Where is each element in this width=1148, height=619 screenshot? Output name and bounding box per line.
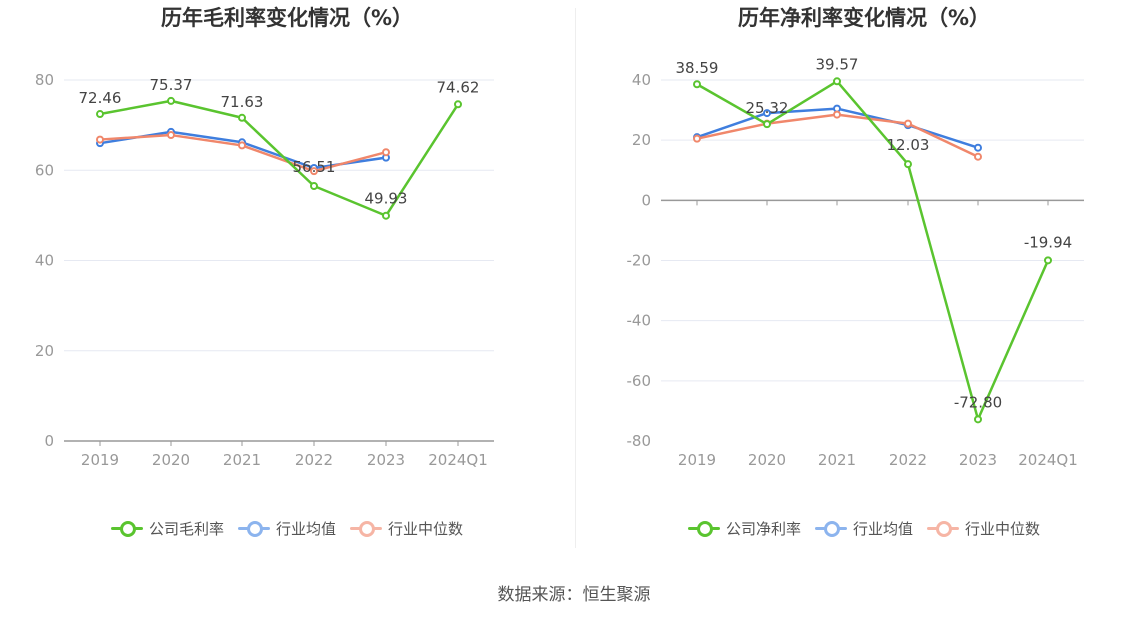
y-tick-label: 0 <box>641 191 651 209</box>
data-point <box>1044 256 1052 265</box>
legend-marker-company <box>110 516 143 540</box>
x-tick-label: 2021 <box>818 451 856 469</box>
legend-label-industry-avg: 行业均值 <box>852 519 913 538</box>
data-point <box>693 80 701 89</box>
legend-marker-industry-avg <box>237 516 270 540</box>
data-label: 75.37 <box>150 76 193 94</box>
x-tick-label: 2019 <box>81 451 119 469</box>
x-tick-label: 2024Q1 <box>428 451 488 469</box>
net-margin-panel: 历年净利率变化情况（%） -80 -60 -40 -20 0 20 40 2019 2020 20… <box>577 0 1148 560</box>
data-label: 71.63 <box>221 93 264 111</box>
data-point <box>238 113 246 122</box>
x-tick-label: 2021 <box>223 451 261 469</box>
data-point <box>974 143 982 152</box>
legend-label-company: 公司毛利率 <box>148 519 224 538</box>
y-tick-label: 0 <box>44 432 54 450</box>
data-label: 12.03 <box>887 136 930 154</box>
legend-label-industry-median: 行业中位数 <box>965 519 1041 538</box>
data-point <box>904 160 912 169</box>
data-point <box>167 96 175 105</box>
legend-marker-company <box>687 516 720 540</box>
net-margin-legend: 公司净利率 行业均值 行业中位数 <box>577 516 1148 540</box>
y-tick-label: 20 <box>632 131 651 149</box>
legend-item-industry-avg[interactable]: 行业均值 <box>814 516 913 540</box>
legend-marker-industry-median <box>350 516 382 540</box>
x-tick-label: 2022 <box>295 451 333 469</box>
data-point <box>382 211 390 220</box>
data-point <box>454 100 462 109</box>
gross-margin-title: 历年毛利率变化情况（%） <box>160 6 414 30</box>
legend-marker-industry-median <box>927 516 959 540</box>
series-line-industry-median <box>696 113 979 158</box>
x-tick-label: 2022 <box>889 451 927 469</box>
y-tick-label: 60 <box>35 161 54 179</box>
data-label: 49.93 <box>365 190 408 208</box>
x-tick-label: 2020 <box>152 451 190 469</box>
data-point <box>96 135 104 144</box>
y-tick-label: -40 <box>627 312 652 330</box>
data-point <box>974 415 982 424</box>
y-tick-label: 40 <box>632 71 651 89</box>
y-tick-label: 80 <box>35 71 54 89</box>
data-point <box>96 110 104 119</box>
x-tick-label: 2023 <box>367 451 405 469</box>
data-label: -72.80 <box>954 393 1002 411</box>
series-line-company <box>99 99 460 217</box>
y-tick-label: -80 <box>627 432 652 450</box>
net-margin-title: 历年净利率变化情况（%） <box>737 6 991 30</box>
data-label: 39.57 <box>816 55 859 73</box>
x-tick-label: 2019 <box>678 451 716 469</box>
y-tick-label: 20 <box>35 342 54 360</box>
data-label: 72.46 <box>79 89 122 107</box>
data-point <box>238 141 246 150</box>
legend-item-industry-avg[interactable]: 行业均值 <box>237 516 336 540</box>
data-point <box>310 167 318 176</box>
data-point <box>310 181 318 190</box>
y-tick-label: -60 <box>627 372 652 390</box>
legend-item-company[interactable]: 公司毛利率 <box>110 516 224 540</box>
legend-label-industry-median: 行业中位数 <box>388 519 464 538</box>
data-label: 38.59 <box>676 59 719 77</box>
data-point <box>904 119 912 128</box>
series-line-company <box>696 80 1050 421</box>
legend-marker-industry-avg <box>814 516 847 540</box>
gross-margin-chart: 0 20 40 60 80 2019 2020 2021 2022 2023 2024Q1 72.46… <box>35 71 494 469</box>
net-margin-chart: -80 -60 -40 -20 0 20 40 2019 2020 2021 2022 2023 202… <box>627 55 1084 469</box>
data-point <box>167 131 175 140</box>
gross-margin-panel: 历年毛利率变化情况（%） 0 20 40 60 80 2019 2020 2021 2022 20… <box>0 0 574 560</box>
panel-divider <box>575 8 576 548</box>
gross-margin-legend: 公司毛利率 行业均值 行业中位数 <box>0 516 574 540</box>
data-label: 56.51 <box>293 158 336 176</box>
x-tick-label: 2023 <box>959 451 997 469</box>
legend-label-company: 公司净利率 <box>725 519 801 538</box>
data-point <box>833 110 841 119</box>
legend-item-industry-median[interactable]: 行业中位数 <box>927 516 1040 540</box>
data-point <box>763 120 771 129</box>
data-label: 74.62 <box>437 78 480 96</box>
data-point <box>693 134 701 143</box>
y-tick-label: -20 <box>627 252 652 270</box>
x-tick-label: 2024Q1 <box>1018 451 1078 469</box>
data-point <box>833 77 841 86</box>
legend-item-company[interactable]: 公司净利率 <box>687 516 801 540</box>
y-tick-label: 40 <box>35 252 54 270</box>
legend-label-industry-avg: 行业均值 <box>275 519 336 538</box>
data-label: -19.94 <box>1024 233 1072 251</box>
data-point <box>974 152 982 161</box>
x-tick-label: 2020 <box>748 451 786 469</box>
legend-item-industry-median[interactable]: 行业中位数 <box>350 516 463 540</box>
data-point <box>382 148 390 157</box>
data-source: 数据来源：恒生聚源 <box>497 585 651 605</box>
data-label: 25.32 <box>746 99 789 117</box>
data-point <box>763 109 771 118</box>
